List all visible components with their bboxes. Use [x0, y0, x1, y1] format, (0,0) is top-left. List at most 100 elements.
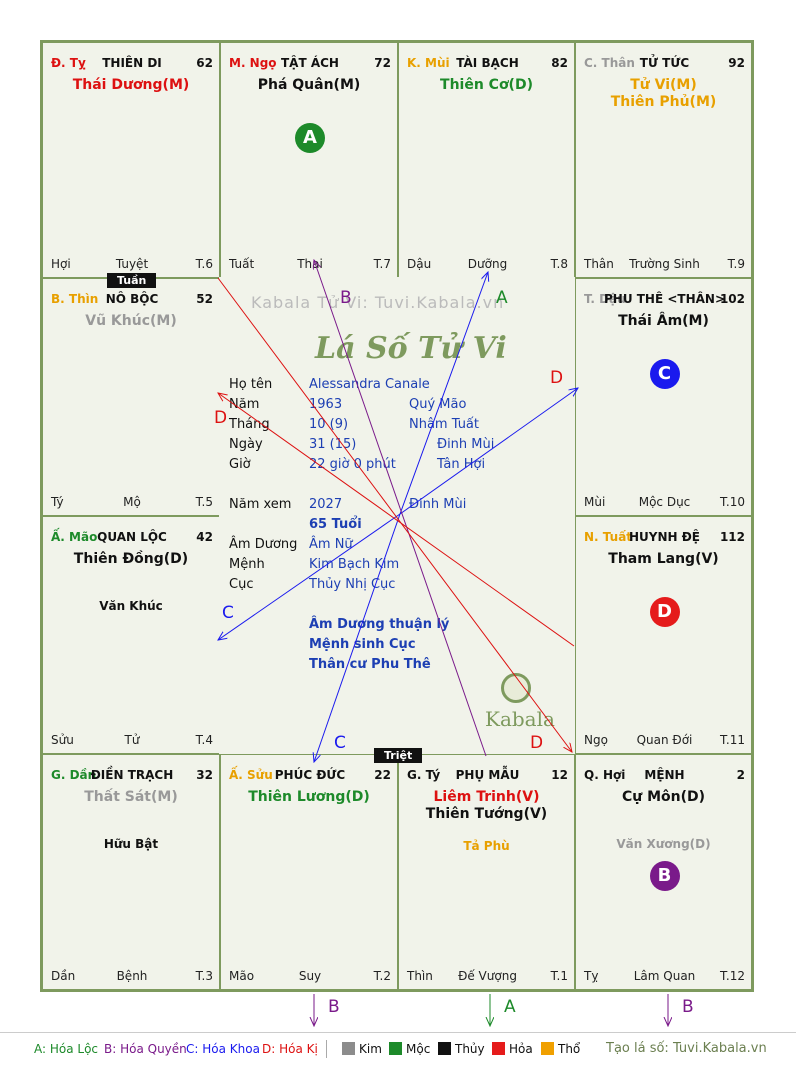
major-star: Thất Sát(M): [84, 789, 178, 805]
label-gio: Giờ: [229, 457, 251, 472]
palace-number: 22: [374, 768, 391, 782]
palace-phuc-duc[interactable]: Ấ. Sửu PHÚC ĐỨC 22 Thiên Lương(D) Mão Suy T.2: [220, 754, 398, 990]
can-chi: N. Tuất: [584, 530, 633, 544]
major-star: Liêm Trinh(V): [433, 789, 540, 805]
palace-name: QUAN LỘC: [97, 530, 167, 544]
cell-stage: Đế Vượng: [458, 969, 517, 983]
palace-name: THIÊN DI: [102, 56, 162, 70]
palace-phu-mau[interactable]: G. Tý PHỤ MẪU 12 Liêm Trinh(V) Thiên Tướng(V…: [398, 754, 575, 990]
legend-separator: [326, 1040, 327, 1058]
label-menh: Mệnh: [229, 557, 265, 572]
palace-tat-ach[interactable]: M. Ngọ TẬT ÁCH 72 Phá Quân(M) Tuất Thai T.7 A: [220, 42, 398, 278]
kabala-tree-icon: [501, 673, 531, 703]
palace-number: 12: [551, 768, 568, 782]
palace-number: 62: [196, 56, 213, 70]
palace-huynh-de[interactable]: N. Tuất HUYNH ĐỆ 112 Tham Lang(V) Ngọ Quan Đớ…: [575, 516, 752, 754]
label-cuc: Cục: [229, 577, 254, 592]
major-star: Thiên Lương(D): [248, 789, 370, 805]
arrow-label: A: [504, 997, 516, 1017]
palace-name: TỬ TỨC: [639, 56, 690, 70]
legend-moc: Mộc: [389, 1042, 430, 1056]
value-gio: 22 giờ 0 phút: [309, 457, 396, 472]
arrow-label: C: [222, 603, 234, 623]
legend-thuy: Thủy: [438, 1042, 485, 1056]
cell-branch: Mão: [229, 969, 255, 983]
cell-code: T.3: [195, 969, 213, 983]
palace-menh[interactable]: Q. Hợi MỆNH 2 Cự Môn(D) Văn Xương(D) Tỵ Lâm Qu…: [575, 754, 752, 990]
cell-code: T.11: [720, 733, 745, 747]
major-star: Cự Môn(D): [621, 789, 706, 805]
site-link[interactable]: Tạo lá số: Tuvi.Kabala.vn: [606, 1041, 767, 1056]
value-thang: 10 (9): [309, 417, 349, 432]
can-chi: Q. Hợi: [584, 768, 626, 782]
cell-code: T.9: [727, 257, 745, 271]
cell-branch: Mùi: [584, 495, 606, 509]
palace-name: TẬT ÁCH: [281, 56, 339, 70]
can-chi: Đ. Tỵ: [51, 56, 86, 70]
major-star: Thiên Đồng(D): [73, 551, 189, 567]
palace-name: TÀI BẠCH: [456, 56, 519, 70]
value-nam-xem-can: Đinh Mùi: [409, 497, 467, 512]
value-nam-xem: 2027: [309, 497, 343, 512]
major-star: Thái Dương(M): [72, 77, 190, 93]
label-nam-xem: Năm xem: [229, 497, 292, 512]
cell-branch: Sửu: [51, 733, 74, 747]
arrow-label: C: [334, 733, 346, 753]
triet-tag: Triệt: [374, 748, 423, 763]
palace-number: 42: [196, 530, 213, 544]
palace-tu-tuc[interactable]: C. Thân TỬ TỨC 92 Tử Vi(M) Thiên Phủ(M) Thân T…: [575, 42, 752, 278]
cell-branch: Dần: [51, 969, 76, 983]
palace-tai-bach[interactable]: K. Mùi TÀI BẠCH 82 Thiên Cơ(D) Dậu Dưỡng T.8: [398, 42, 575, 278]
palace-thien-di[interactable]: Đ. Tỵ THIÊN DI 62 Thái Dương(M) Hợi Tuyệt T.6: [42, 42, 220, 278]
can-chi: G. Dần: [51, 768, 97, 782]
swatch-moc: [389, 1042, 402, 1055]
legend-hoa: Hỏa: [492, 1042, 533, 1056]
can-chi: Ấ. Mão: [51, 530, 98, 544]
legend-hoa-ki: D: Hóa Kị: [262, 1042, 318, 1056]
palace-name: MỆNH: [644, 768, 685, 782]
cell-branch: Tỵ: [584, 969, 599, 983]
center-info-panel: Kabala Tử Vi: Tuvi.Kabala.vn Lá Số Tử Vi…: [219, 277, 575, 754]
arrow-label: D: [530, 733, 544, 753]
cell-stage: Suy: [298, 969, 322, 983]
major-star: Thiên Cơ(D): [440, 77, 533, 93]
value-nam-can: Quý Mão: [409, 397, 467, 412]
major-star: Tử Vi(M): [630, 77, 697, 93]
hoa-badge-d: D: [649, 597, 680, 627]
cell-stage: Quan Đới: [636, 733, 693, 747]
swatch-thuy: [438, 1042, 451, 1055]
value-ho-ten: Alessandra Canale: [309, 377, 430, 392]
palace-number: 92: [728, 56, 745, 70]
hoa-badge-c: C: [649, 359, 680, 389]
cell-stage: Dưỡng: [467, 257, 508, 271]
palace-quan-loc[interactable]: Ấ. Mão QUAN LỘC 42 Thiên Đồng(D) Văn Khúc Sửu…: [42, 516, 220, 754]
kabala-logo-text: Kabala: [485, 707, 555, 731]
value-menh: Kim Bạch Kim: [309, 557, 400, 572]
cell-code: T.12: [720, 969, 745, 983]
palace-number: 72: [374, 56, 391, 70]
cell-branch: Tý: [51, 495, 64, 509]
palace-dien-trach[interactable]: G. Dần ĐIỀN TRẠCH 32 Thất Sát(M) Hữu Bật Dần B…: [42, 754, 220, 990]
legend-hoa-loc: A: Hóa Lộc: [34, 1042, 99, 1056]
hoa-badge-a: A: [295, 123, 325, 153]
palace-phu-the[interactable]: T. Dậu PHU THÊ <THÂN> 102 Thái Âm(M) Mùi Mộc …: [575, 278, 752, 516]
value-ngay: 31 (15): [309, 437, 357, 452]
cell-code: T.4: [195, 733, 213, 747]
can-chi: M. Ngọ: [229, 56, 277, 70]
cell-stage: Trường Sinh: [629, 257, 700, 271]
cell-stage: Lâm Quan: [633, 969, 696, 983]
palace-number: 112: [719, 530, 745, 544]
note-menh-cuc: Mệnh sinh Cục: [309, 637, 416, 652]
palace-no-boc[interactable]: B. Thìn NÔ BỘC 52 Vũ Khúc(M) Tý Mộ T.5: [42, 278, 220, 516]
cell-stage: Tuyệt: [115, 257, 149, 271]
minor-star: Hữu Bật: [103, 837, 159, 851]
can-chi: G. Tý: [407, 768, 441, 782]
minor-star: Tả Phù: [463, 839, 510, 853]
cell-branch: Hợi: [51, 257, 71, 271]
palace-name: PHÚC ĐỨC: [274, 768, 346, 782]
watermark-text: Kabala Tử Vi: Tuvi.Kabala.vn: [251, 293, 505, 312]
cell-code: T.8: [550, 257, 568, 271]
arrow-label: B: [340, 288, 352, 308]
major-star: Thiên Phủ(M): [610, 94, 717, 110]
value-nam: 1963: [309, 397, 343, 412]
